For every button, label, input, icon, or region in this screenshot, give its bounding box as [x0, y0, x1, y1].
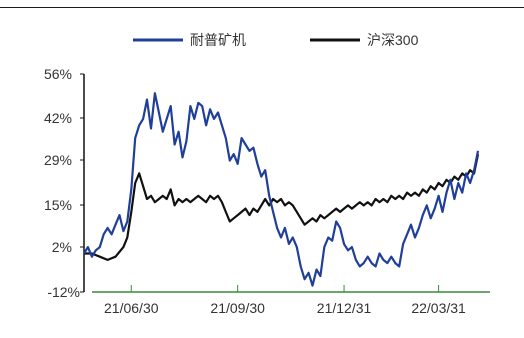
y-tick-label: 42% [44, 110, 72, 126]
x-ticks: 21/06/30 21/09/30 21/12/31 22/03/31 [104, 285, 466, 316]
y-tick-label: 29% [44, 152, 72, 168]
series-line-hs300 [84, 153, 480, 261]
top-rule [0, 7, 524, 8]
x-tick-label: 21/12/31 [317, 300, 372, 316]
y-ticks: 56% 42% 29% 15% 2% -12% [44, 66, 84, 300]
x-tick-label: 21/06/30 [104, 300, 159, 316]
y-tick-label: 56% [44, 66, 72, 82]
legend-label-hs300: 沪深300 [367, 32, 419, 48]
legend: 耐普矿机 沪深300 [133, 32, 419, 48]
series-line-nepu [83, 92, 480, 287]
y-tick-label: -12% [47, 284, 80, 300]
legend-label-nepu: 耐普矿机 [190, 32, 246, 48]
y-tick-label: 2% [52, 239, 72, 255]
x-tick-label: 21/09/30 [210, 300, 265, 316]
y-tick-label: 15% [44, 197, 72, 213]
x-tick-label: 22/03/31 [411, 300, 466, 316]
series-layer [83, 92, 480, 287]
